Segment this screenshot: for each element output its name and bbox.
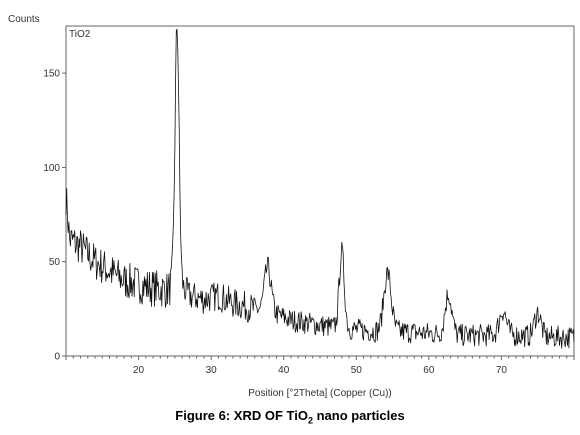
xrd-pattern-line [65, 28, 575, 349]
x-axis: 20 30 40 50 60 70 [65, 356, 575, 376]
y-tick-label: 50 [49, 257, 61, 268]
x-tick-label: 60 [423, 365, 435, 376]
x-tick-label: 40 [278, 365, 290, 376]
x-tick-label: 20 [133, 365, 145, 376]
x-tick-label: 30 [206, 365, 218, 376]
x-axis-label: Position [°2Theta] (Copper (Cu)) [248, 388, 392, 399]
figure-caption: Figure 6: XRD OF TiO2 nano particles [0, 408, 580, 426]
xrd-chart: Counts TiO2 0 50 100 150 20 30 40 50 60 70 Posit… [8, 14, 575, 399]
y-tick-label: 150 [43, 69, 60, 80]
x-tick-label: 50 [351, 365, 363, 376]
plot-frame [65, 25, 575, 357]
y-axis: 0 50 100 150 [43, 69, 66, 363]
series-label: TiO2 [69, 29, 91, 40]
y-axis-label: Counts [8, 14, 40, 25]
y-tick-label: 0 [54, 352, 60, 363]
caption-suffix: nano particles [312, 408, 405, 423]
x-tick-label: 70 [496, 365, 508, 376]
y-tick-label: 100 [43, 163, 60, 174]
caption-prefix: Figure 6: XRD OF TiO [175, 408, 308, 423]
caption-subscript: 2 [307, 415, 313, 426]
